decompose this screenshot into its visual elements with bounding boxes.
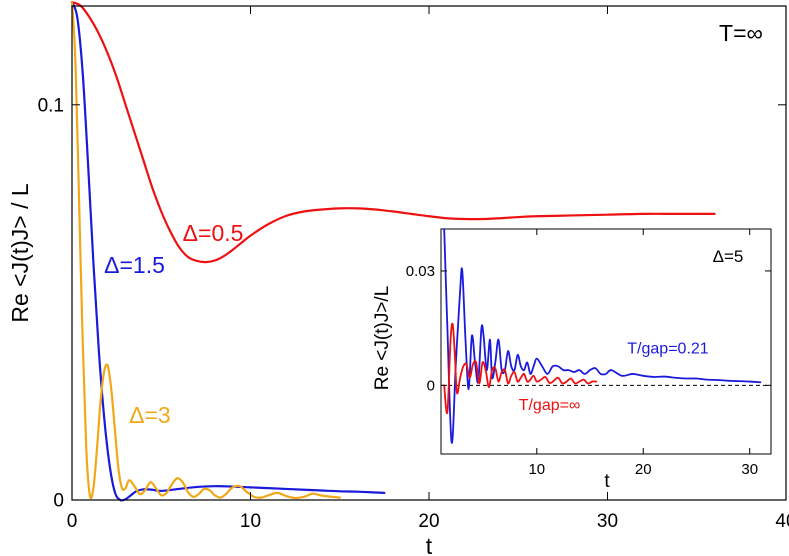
inset-axis-ticks: 10 20 30 0 0.03 bbox=[406, 229, 771, 478]
main-x-tick-label: 10 bbox=[240, 511, 261, 532]
inset-series-line-t-gap-0-21 bbox=[443, 228, 762, 444]
inset-x-tick-label: 30 bbox=[741, 461, 758, 478]
inset-series-line-t-gap bbox=[443, 322, 598, 415]
inset-corner-label: Δ=5 bbox=[713, 247, 744, 266]
main-y-axis-label: Re <J(t)J> / L bbox=[7, 183, 33, 323]
inset-annotation-t-gap: T/gap=∞ bbox=[519, 397, 581, 414]
main-series-line-0-5 bbox=[70, 0, 716, 264]
main-x-tick-label: 0 bbox=[67, 511, 78, 532]
inset-y-tick-label: 0 bbox=[427, 378, 435, 395]
inset-annotation-t-gap-0-21: T/gap=0.21 bbox=[627, 340, 709, 357]
main-x-tick-label: 30 bbox=[597, 511, 618, 532]
inset-series-group bbox=[441, 228, 771, 444]
main-x-tick-label: 40 bbox=[775, 511, 789, 532]
main-annotation-3: Δ=3 bbox=[129, 402, 171, 428]
inset-annotations: T/gap=0.21 T/gap=∞ bbox=[519, 340, 709, 414]
main-y-tick-label: 0.1 bbox=[38, 95, 64, 116]
inset-plot-frame bbox=[440, 228, 772, 455]
main-plot: 0 10 20 30 40 0 0.1 Δ=0.5 Δ=1.5 Δ=3 T=∞ t Re <J(… bbox=[7, 0, 789, 556]
main-x-axis-label: t bbox=[426, 533, 433, 556]
main-series-line-3 bbox=[70, 0, 341, 500]
main-y-tick-label: 0 bbox=[53, 491, 64, 512]
main-series-line-1-5 bbox=[70, 0, 386, 502]
main-x-tick-label: 20 bbox=[418, 511, 439, 532]
inset-x-tick-label: 20 bbox=[635, 461, 652, 478]
inset-y-axis-label: Re <J(t)J>/L bbox=[372, 286, 393, 391]
main-annotation-1-5: Δ=1.5 bbox=[104, 252, 165, 278]
inset-x-tick-label: 10 bbox=[528, 461, 545, 478]
inset-plot: 10 20 30 0 0.03 T/gap=0.21 T/gap=∞ Δ=5 t Re <… bbox=[372, 228, 772, 492]
inset-x-axis-label: t bbox=[604, 471, 610, 492]
main-axis-ticks: 0 10 20 30 40 0 0.1 bbox=[38, 6, 789, 532]
main-series-group bbox=[70, 0, 716, 502]
inset-y-tick-label: 0.03 bbox=[406, 263, 435, 280]
main-annotations: Δ=0.5 Δ=1.5 Δ=3 bbox=[104, 220, 243, 428]
main-annotation-0-5: Δ=0.5 bbox=[183, 220, 244, 246]
main-corner-label: T=∞ bbox=[719, 20, 763, 46]
